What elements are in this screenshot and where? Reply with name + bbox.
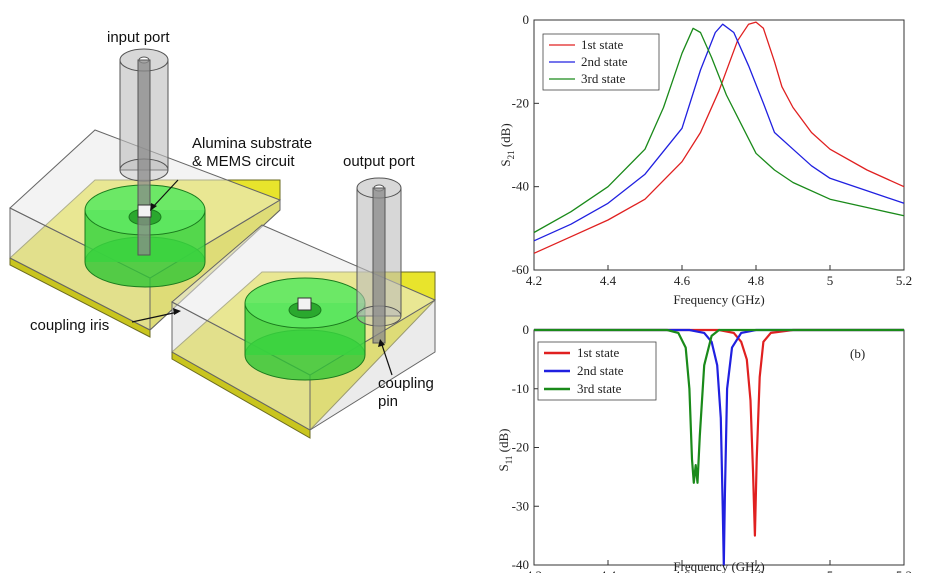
- s11-x-tick-label: 4.6: [674, 568, 691, 573]
- s21-series-line-3: [533, 27, 905, 234]
- s11-x-tick-label: 4.4: [600, 568, 617, 573]
- s21-x-tick-label: 4.8: [748, 273, 764, 288]
- s21-y-ticks: 0 -20 -40 -60: [512, 12, 539, 277]
- s21-x-tick-label: 4.4: [600, 273, 617, 288]
- s11-y-tick-label: -20: [512, 440, 529, 455]
- filter-illustration: input port Alumina substrate & MEMS circ…: [9, 29, 437, 439]
- s11-y-tick-label: -30: [512, 498, 529, 513]
- s11-chart: 4.2 4.4 4.6 4.8 5 5.2 0 -10 -20 -30 -40 Frequency…: [496, 322, 912, 573]
- s11-x-tick-label: 4.2: [526, 568, 542, 573]
- s11-x-ticks: 4.2 4.4 4.6 4.8 5 5.2: [526, 560, 912, 573]
- s21-x-tick-label: 5: [827, 273, 834, 288]
- s21-legend: 1st state 2nd state 3rd state: [542, 33, 660, 91]
- substrate-label-line1: Alumina substrate: [192, 135, 312, 152]
- s21-x-axis-label: Frequency (GHz): [673, 292, 764, 307]
- s21-legend-label-2: 2nd state: [581, 54, 628, 69]
- coupling-pin-label-line2: pin: [378, 393, 398, 410]
- coupling-iris-label: coupling iris: [30, 317, 109, 334]
- s11-series-line-3: [534, 328, 904, 484]
- s11-x-tick-label: 5.2: [896, 568, 912, 573]
- left-cavity: [9, 48, 282, 338]
- right-cavity: [171, 177, 437, 439]
- coupling-pin-label-line1: coupling: [378, 375, 434, 392]
- s11-legend-label-3: 3rd state: [577, 381, 622, 396]
- input-port-label: input port: [107, 29, 170, 46]
- s11-legend-label-1: 1st state: [577, 345, 619, 360]
- output-port-label: output port: [343, 153, 416, 170]
- s21-series-line-2: [533, 23, 905, 242]
- substrate-label-line2: & MEMS circuit: [192, 153, 295, 170]
- s11-legend: 1st state 2nd state 3rd state: [537, 341, 657, 401]
- s11-series-line-2: [534, 328, 904, 567]
- s11-y-tick-label: -10: [512, 381, 529, 396]
- left-mems-chip: [137, 204, 152, 218]
- right-mems-chip: [297, 297, 312, 311]
- s21-series-line-1: [533, 21, 905, 254]
- s21-series: [533, 21, 905, 254]
- s11-series: [534, 328, 904, 567]
- s21-x-ticks: 4.2 4.4 4.6 4.8 5 5.2: [526, 265, 912, 288]
- s21-legend-label-1: 1st state: [581, 37, 623, 52]
- s21-y-tick-label: -40: [512, 179, 529, 194]
- s11-y-tick-label: -40: [512, 557, 529, 572]
- s11-x-tick-label: 5: [827, 568, 834, 573]
- s11-y-tick-label: 0: [523, 322, 530, 337]
- iris-arrow: [131, 311, 179, 323]
- s11-panel-label: (b): [850, 346, 865, 361]
- s21-legend-label-3: 3rd state: [581, 71, 626, 86]
- pin-arrow: [380, 341, 393, 376]
- s11-y-axis-label: S11 (dB): [496, 429, 514, 472]
- s11-y-ticks: 0 -10 -20 -30 -40: [512, 322, 539, 572]
- s21-x-tick-label: 4.6: [674, 273, 691, 288]
- substrate-arrow: [151, 179, 179, 209]
- output-port: [356, 177, 402, 344]
- s21-chart: 4.2 4.4 4.6 4.8 5 5.2 0 -20 -40 -60 Frequency (G…: [498, 12, 912, 307]
- s21-x-tick-label: 5.2: [896, 273, 912, 288]
- s21-y-tick-label: -20: [512, 95, 529, 110]
- s21-x-tick-label: 4.2: [526, 273, 542, 288]
- s21-y-tick-label: -60: [512, 262, 529, 277]
- s11-legend-label-2: 2nd state: [577, 363, 624, 378]
- s11-x-axis-label: Frequency (GHz): [673, 559, 764, 573]
- s21-y-axis-label: S21 (dB): [498, 123, 516, 166]
- s11-x-tick-label: 4.8: [748, 568, 764, 573]
- s21-y-tick-label: 0: [523, 12, 530, 27]
- s11-series-line-1: [534, 328, 904, 537]
